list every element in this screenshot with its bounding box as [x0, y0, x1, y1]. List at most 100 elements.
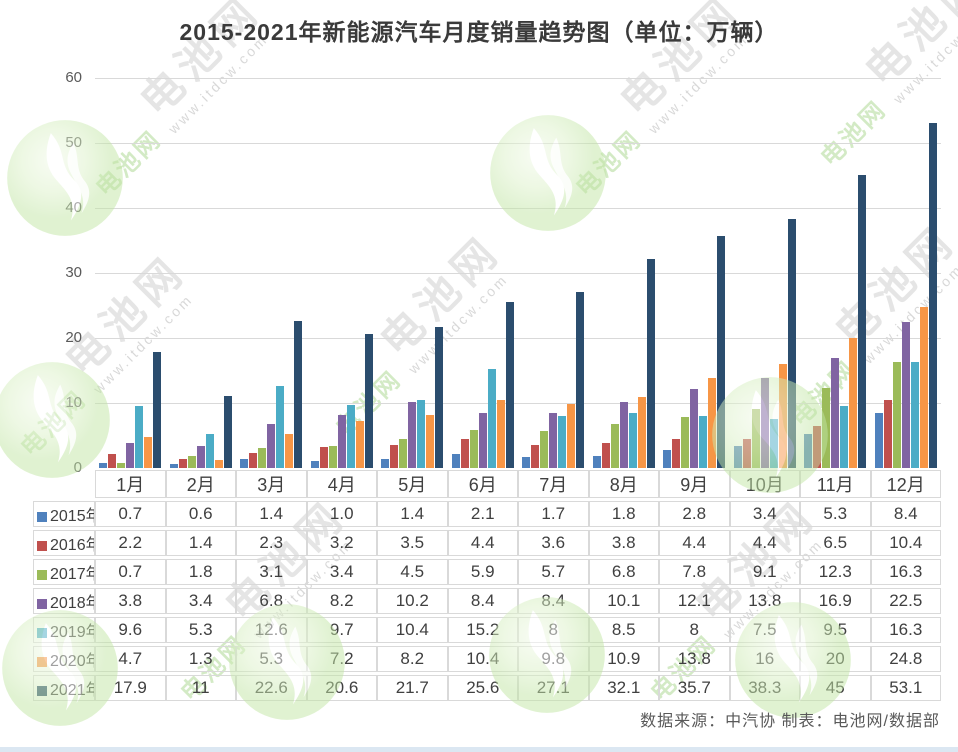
value-cell: 7.5 — [729, 617, 800, 643]
value-cell: 3.4 — [165, 588, 236, 614]
bar — [813, 426, 822, 468]
value-cell: 1.4 — [236, 501, 307, 527]
bar-group — [236, 78, 307, 468]
bar — [646, 259, 655, 468]
bar — [592, 456, 601, 468]
value-cell: 22.6 — [236, 675, 307, 701]
value-cell: 20.6 — [306, 675, 377, 701]
bar — [144, 437, 153, 468]
bar-group — [659, 78, 730, 468]
y-tick-label: 60 — [65, 69, 82, 86]
value-cell: 5.3 — [800, 501, 871, 527]
value-cell: 1.4 — [165, 530, 236, 556]
value-cell: 8 — [518, 617, 589, 643]
bar — [196, 446, 205, 468]
year-label: 2019年 — [50, 624, 94, 641]
value-cell: 9.5 — [800, 617, 871, 643]
year-label: 2017年 — [50, 566, 94, 583]
bar — [381, 459, 390, 468]
month-header-row: 1月 2月 3月 4月 5月 6月 7月 8月 9月 10月 11月 12月 — [33, 470, 941, 498]
year-label-cell: 2019年 — [33, 617, 95, 643]
legend-swatch — [37, 512, 47, 522]
bar — [840, 406, 849, 468]
bar — [285, 434, 294, 468]
bar — [637, 397, 646, 468]
bar-group — [95, 78, 166, 468]
bar — [717, 236, 726, 468]
bar — [240, 459, 249, 468]
month-header-cell: 6月 — [447, 470, 518, 498]
grid-line — [95, 78, 941, 79]
value-cell: 6.8 — [236, 588, 307, 614]
value-cell: 16 — [729, 646, 800, 672]
bar — [460, 439, 469, 468]
value-cell: 2.2 — [95, 530, 166, 556]
value-cell: 16.3 — [870, 617, 941, 643]
bar — [663, 450, 672, 468]
y-tick-label: 50 — [65, 134, 82, 151]
value-cell: 3.6 — [518, 530, 589, 556]
value-cell: 9.6 — [95, 617, 166, 643]
year-label-cell: 2016年 — [33, 530, 95, 556]
year-label: 2020年 — [50, 653, 94, 670]
bar — [108, 454, 117, 468]
grid-line — [95, 403, 941, 404]
table-row: 2020年4.71.35.37.28.210.49.810.913.816202… — [33, 646, 941, 672]
value-cell: 16.3 — [870, 559, 941, 585]
plot-area — [95, 78, 941, 468]
value-cell: 6.5 — [800, 530, 871, 556]
value-cell: 4.4 — [447, 530, 518, 556]
bar — [567, 404, 576, 468]
bar — [417, 400, 426, 468]
value-cell: 2.3 — [236, 530, 307, 556]
bar — [619, 402, 628, 468]
bar — [426, 415, 435, 468]
bar — [117, 463, 126, 468]
bar — [628, 413, 637, 468]
bar — [294, 321, 303, 468]
bar — [558, 416, 567, 468]
month-header-cell: 2月 — [165, 470, 236, 498]
bar — [355, 421, 364, 468]
month-header-cell: 5月 — [377, 470, 448, 498]
table-row: 2021年17.91122.620.621.725.627.132.135.73… — [33, 675, 941, 701]
bar — [153, 352, 162, 468]
year-label: 2018年 — [50, 595, 94, 612]
value-cell: 8.4 — [870, 501, 941, 527]
value-cell: 1.3 — [165, 646, 236, 672]
value-cell: 8.2 — [377, 646, 448, 672]
bar — [849, 338, 858, 468]
table-corner-cell — [33, 470, 95, 498]
bar — [135, 406, 144, 468]
bar — [258, 448, 267, 468]
bar — [169, 464, 178, 468]
bar — [901, 322, 910, 468]
bar — [531, 445, 540, 468]
bar — [249, 453, 258, 468]
bar — [858, 175, 867, 468]
bar — [540, 431, 549, 468]
value-cell: 32.1 — [588, 675, 659, 701]
year-label-cell: 2021年 — [33, 675, 95, 701]
bar — [892, 362, 901, 468]
bar — [346, 405, 355, 468]
value-cell: 4.4 — [729, 530, 800, 556]
value-cell: 20 — [800, 646, 871, 672]
month-header-cell: 8月 — [588, 470, 659, 498]
table-row: 2019年9.65.312.69.710.415.288.587.59.516.… — [33, 617, 941, 643]
year-label: 2016年 — [50, 537, 94, 554]
month-header-cell: 10月 — [729, 470, 800, 498]
value-cell: 11 — [165, 675, 236, 701]
bar — [267, 424, 276, 468]
bar — [496, 400, 505, 468]
bar-group — [800, 78, 871, 468]
bar — [804, 434, 813, 468]
bar — [319, 447, 328, 468]
month-header-cell: 12月 — [870, 470, 941, 498]
legend-swatch — [37, 570, 47, 580]
legend-swatch — [37, 657, 47, 667]
value-cell: 2.8 — [659, 501, 730, 527]
bar — [610, 424, 619, 468]
